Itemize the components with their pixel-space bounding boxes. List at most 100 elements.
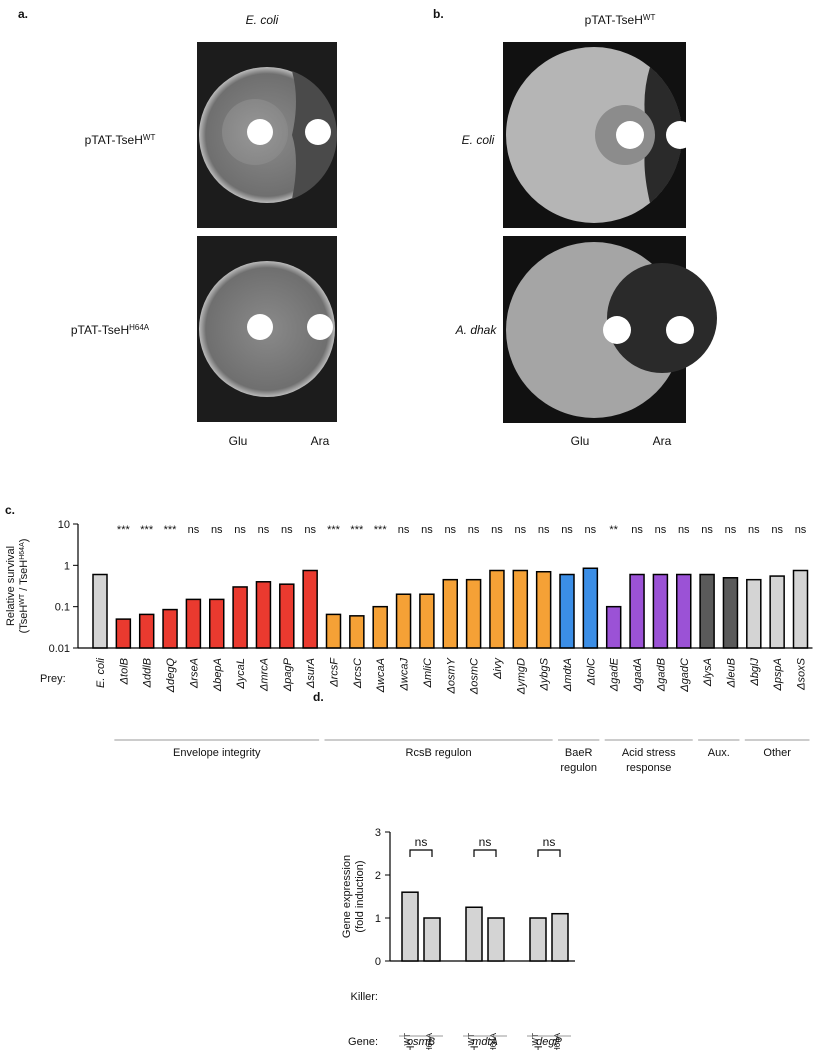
y-tick-label: 10: [58, 519, 70, 531]
group-label: Acid stress: [622, 747, 676, 759]
bar: [535, 570, 552, 649]
bar: [162, 608, 178, 649]
significance: ns: [415, 835, 428, 849]
x-tick-label: ΔrseA: [188, 658, 200, 689]
significance: ns: [585, 524, 597, 536]
significance: ***: [327, 524, 341, 536]
panel-label: c.: [5, 503, 15, 517]
significance: ns: [281, 524, 293, 536]
group-label: Other: [763, 747, 791, 759]
significance: ns: [479, 835, 492, 849]
bar: [401, 891, 419, 962]
significance: ***: [374, 524, 388, 536]
bar: [372, 605, 388, 649]
gene-label: Gene:: [348, 1036, 378, 1048]
clear-zone: [644, 67, 683, 203]
x-tick-label: ΔgadE: [609, 657, 621, 692]
plate: [506, 47, 682, 223]
bar: [465, 578, 482, 649]
x-tick-label: ΔbepA: [212, 658, 224, 692]
row-label: A. dhak: [455, 323, 498, 337]
disc: [603, 316, 631, 344]
disc: [616, 121, 644, 149]
bar: [559, 573, 575, 649]
column-label: Glu: [229, 434, 248, 448]
significance: ***: [350, 524, 364, 536]
bar: [629, 573, 645, 649]
x-tick-label: ΔmrcA: [258, 658, 270, 692]
y-tick-label: 1: [375, 913, 381, 925]
y-axis-title-part: / TseH: [18, 560, 30, 594]
y-axis-title-line: Gene expression: [341, 855, 353, 938]
x-tick-label: ΔmdtA: [562, 658, 574, 692]
x-tick-label: Δivy: [492, 657, 504, 680]
significance: ns: [444, 524, 456, 536]
significance: ns: [631, 524, 643, 536]
x-tick-label: ΔpspA: [772, 658, 784, 691]
column-label: Glu: [571, 434, 590, 448]
label-sup: WT: [467, 1033, 476, 1046]
significance: ns: [543, 835, 556, 849]
bar: [699, 573, 715, 649]
bar: [722, 577, 739, 649]
bar: [325, 613, 342, 649]
y-axis-title: Gene expression(fold induction): [341, 855, 366, 938]
label-sup: H64A: [553, 1032, 562, 1050]
plate-photos: [197, 42, 717, 423]
x-tick-label: ΔosmC: [469, 658, 481, 695]
x-tick-label: ΔddlB: [142, 658, 154, 688]
bar: [423, 917, 441, 962]
label-sup: WT: [643, 13, 656, 22]
significance-bracket: [473, 849, 497, 857]
disc: [247, 314, 273, 340]
disc: [305, 119, 331, 145]
x-tick-label: ΔgadA: [632, 658, 644, 692]
x-tick-label: ΔmliC: [422, 658, 434, 688]
group-label: RcsB regulon: [406, 747, 472, 759]
y-tick-label: 2: [375, 870, 381, 882]
bar: [487, 917, 505, 962]
panel-label: d.: [313, 690, 324, 704]
disc: [247, 119, 273, 145]
label-sup: WT: [403, 1033, 412, 1046]
gene-tick-label: degP: [536, 1036, 562, 1048]
significance: ns: [748, 524, 760, 536]
x-tick-label: ΔsurA: [305, 658, 317, 689]
bar: [489, 569, 505, 649]
significance: ns: [491, 524, 503, 536]
bar: [138, 613, 155, 649]
y-axis-title: Relative survival(TseHWT / TseHH64A): [5, 539, 30, 634]
bar: [185, 598, 202, 649]
clear-zone: [607, 263, 717, 373]
y-tick-label: 1: [64, 560, 70, 572]
significance: ns: [701, 524, 713, 536]
bar: [395, 593, 412, 649]
panel-title: pTAT-TseHWT: [585, 13, 656, 28]
significance: ***: [117, 524, 131, 536]
x-tick-label: ΔsoxS: [796, 657, 808, 690]
y-axis-title-part: ): [18, 539, 30, 543]
significance: ***: [140, 524, 154, 536]
x-tick-label: ΔwcaA: [375, 658, 387, 693]
label-base: pTAT-TseH: [71, 323, 129, 337]
x-tick-label: ΔwcaJ: [399, 658, 411, 692]
x-tick-label: ΔosmY: [445, 657, 457, 694]
bar: [442, 578, 458, 649]
significance: ns: [655, 524, 667, 536]
row-label: pTAT-TseHH64A: [71, 323, 150, 338]
row-label: pTAT-TseHWT: [85, 133, 156, 148]
group-label: response: [626, 762, 671, 774]
bar: [302, 569, 318, 649]
column-label: Ara: [311, 434, 330, 448]
label-sup: H64A: [129, 323, 150, 332]
significance-bracket: [537, 849, 561, 857]
bar: [746, 578, 762, 649]
bar: [349, 615, 365, 649]
bar: [279, 583, 295, 649]
y-tick-label: 3: [375, 827, 381, 839]
panel-label: b.: [433, 7, 444, 21]
bar: [652, 573, 669, 649]
disc: [307, 314, 333, 340]
bar: [529, 917, 547, 962]
x-tick-label: ΔybgS: [539, 657, 551, 691]
